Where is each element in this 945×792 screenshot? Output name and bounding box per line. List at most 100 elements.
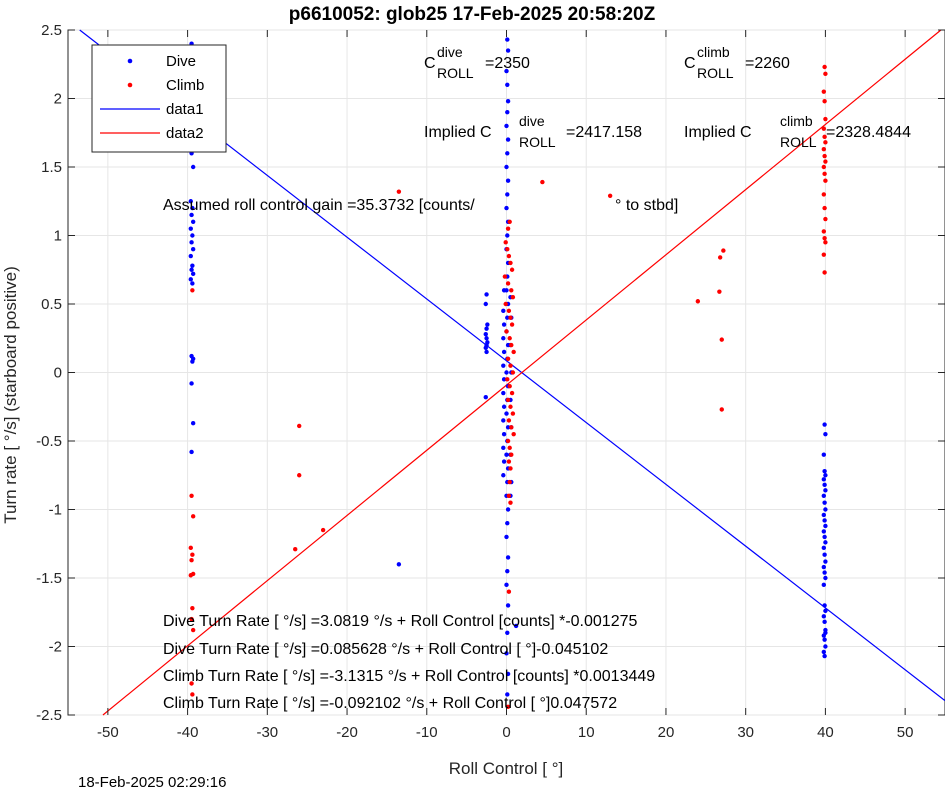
point-dive (823, 431, 828, 437)
point-climb (190, 288, 195, 293)
point-dive (505, 233, 510, 238)
point-climb (822, 205, 827, 211)
c-roll-dive-value: =2350 (485, 55, 530, 72)
point-climb (822, 64, 827, 70)
y-tick-label: 0.5 (41, 296, 62, 313)
point-climb (511, 431, 516, 437)
point-dive (188, 277, 193, 282)
point-climb (189, 493, 194, 498)
y-tick-label: 1.5 (41, 159, 62, 176)
point-dive (504, 651, 509, 656)
point-climb (189, 681, 194, 686)
c-roll-climb-prefix: C (684, 55, 696, 72)
c-roll-climb-value: =2260 (745, 55, 790, 72)
point-climb (190, 605, 195, 611)
point-climb (510, 411, 516, 416)
point-dive (823, 488, 828, 493)
point-dive (823, 644, 828, 649)
point-dive (483, 345, 488, 351)
point-dive (190, 281, 195, 286)
point-climb (717, 289, 722, 294)
point-dive (190, 263, 195, 268)
point-dive (821, 493, 827, 498)
point-dive (505, 507, 511, 512)
point-climb (510, 370, 516, 375)
legend-marker-dive (127, 58, 133, 64)
point-dive (505, 692, 510, 697)
point-climb (505, 438, 511, 444)
point-climb (396, 189, 402, 194)
point-climb (505, 247, 510, 252)
c-roll-dive-prefix: C (424, 55, 436, 72)
axis-ticks: -50 -40 -30 -20 -10 0 10 20 30 40 50-2.5-2-1.5-1-0… (36, 22, 945, 741)
point-climb (505, 356, 511, 361)
point-dive (822, 468, 827, 474)
point-climb (821, 192, 827, 197)
point-dive (821, 649, 827, 655)
point-climb (822, 153, 827, 159)
point-climb (821, 164, 827, 170)
point-climb (507, 336, 512, 341)
point-climb (506, 459, 512, 464)
point-dive (504, 164, 509, 170)
point-climb (190, 627, 196, 633)
point-dive (505, 315, 510, 320)
point-dive (190, 247, 196, 252)
point-dive (504, 205, 509, 211)
legend-label-dive: Dive (166, 53, 196, 70)
point-dive (822, 619, 827, 625)
point-climb (508, 260, 513, 266)
point-dive (190, 359, 195, 364)
point-climb (508, 404, 513, 409)
point-climb (509, 322, 515, 327)
legend-entry-data1: data1 (100, 101, 204, 118)
point-dive (505, 178, 511, 183)
point-climb (821, 229, 827, 234)
point-dive (189, 267, 194, 272)
point-dive (505, 521, 510, 526)
point-climb (509, 342, 514, 348)
point-climb (821, 126, 827, 131)
point-climb (509, 452, 514, 457)
y-tick-label: -2 (49, 639, 62, 656)
point-climb (540, 179, 545, 185)
implied-c-climb-value: =2328.4844 (826, 124, 911, 141)
point-climb (190, 692, 195, 697)
c-roll-climb-superscript: climb (697, 44, 730, 60)
point-climb (607, 193, 613, 198)
point-climb (822, 270, 827, 275)
point-dive (505, 603, 511, 608)
point-dive (505, 671, 511, 677)
point-climb (823, 116, 828, 122)
point-dive (501, 431, 507, 437)
roll-gain-text: Assumed roll control gain =35.3732 [coun… (163, 197, 475, 214)
point-climb (508, 500, 513, 505)
point-dive (188, 199, 193, 204)
point-dive (190, 219, 196, 224)
point-climb (505, 704, 511, 709)
point-dive (501, 445, 506, 451)
point-dive (504, 411, 509, 416)
point-climb (190, 514, 196, 519)
legend-box (91, 44, 227, 153)
x-tick-label: 40 (817, 724, 834, 741)
point-dive (501, 363, 506, 368)
footer-timestamp: 18-Feb-2025 02:29:16 (78, 774, 226, 791)
point-dive (823, 630, 828, 635)
point-dive (504, 123, 509, 129)
point-climb (503, 240, 508, 245)
point-climb (823, 159, 828, 164)
point-dive (190, 164, 196, 170)
point-climb (821, 252, 827, 257)
point-climb (508, 315, 513, 320)
point-dive (505, 425, 511, 430)
point-dive (821, 529, 827, 534)
point-dive (484, 336, 489, 341)
x-tick-label: -50 (97, 724, 119, 741)
point-dive (501, 336, 506, 341)
point-climb (821, 146, 827, 152)
point-dive (485, 322, 490, 327)
point-dive (822, 422, 827, 427)
point-climb (506, 493, 512, 498)
point-dive (189, 212, 194, 218)
